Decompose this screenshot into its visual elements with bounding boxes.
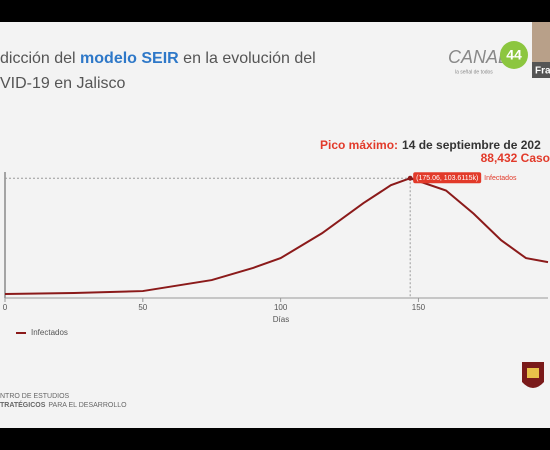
presenter-tag: Fra xyxy=(535,66,550,77)
webcam xyxy=(532,22,550,62)
footer-line1: NTRO DE ESTUDIOS xyxy=(0,393,70,400)
title-highlight: modelo SEIR xyxy=(80,50,179,67)
x-tick-label: 100 xyxy=(274,303,288,312)
title: dicción del modelo SEIR en la evolución … xyxy=(0,50,316,67)
name-tag xyxy=(532,62,550,78)
logo-tagline: la señal de todos xyxy=(455,69,493,75)
footer-rest: PARA EL DESARROLLO xyxy=(48,402,127,409)
peak-date: 14 de septiembre de 202 xyxy=(402,138,541,152)
title-part: en la evolución del xyxy=(179,50,316,67)
logo-circle xyxy=(500,41,528,69)
peak-point xyxy=(407,175,413,181)
tooltip-text: (175.06, 103.6115k) xyxy=(416,175,478,182)
x-tick-label: 150 xyxy=(412,303,426,312)
series-line xyxy=(4,177,549,295)
logo-name: CANAL xyxy=(448,47,508,67)
footer-bold: TRATÉGICOS xyxy=(0,400,46,409)
tooltip-series: Infectados xyxy=(484,175,517,182)
title-line2: VID-19 en Jalisco xyxy=(0,75,125,92)
x-tick-label: 50 xyxy=(138,303,147,312)
title-part: dicción del xyxy=(0,50,80,67)
shield-detail xyxy=(527,368,539,378)
tooltip-box xyxy=(413,172,482,184)
x-tick-label: 0 xyxy=(3,303,8,312)
legend-label: Infectados xyxy=(31,328,68,337)
peak-label: Pico máximo: 14 de septiembre de 202 xyxy=(320,138,541,152)
logo-number: 44 xyxy=(506,47,522,63)
x-axis-label: Días xyxy=(273,315,289,324)
slide xyxy=(0,22,550,428)
footer-line2: TRATÉGICOS PARA EL DESARROLLO xyxy=(0,400,127,409)
peak-cases: 88,432 Caso xyxy=(481,151,550,165)
peak-label-text: Pico máximo: xyxy=(320,138,398,152)
